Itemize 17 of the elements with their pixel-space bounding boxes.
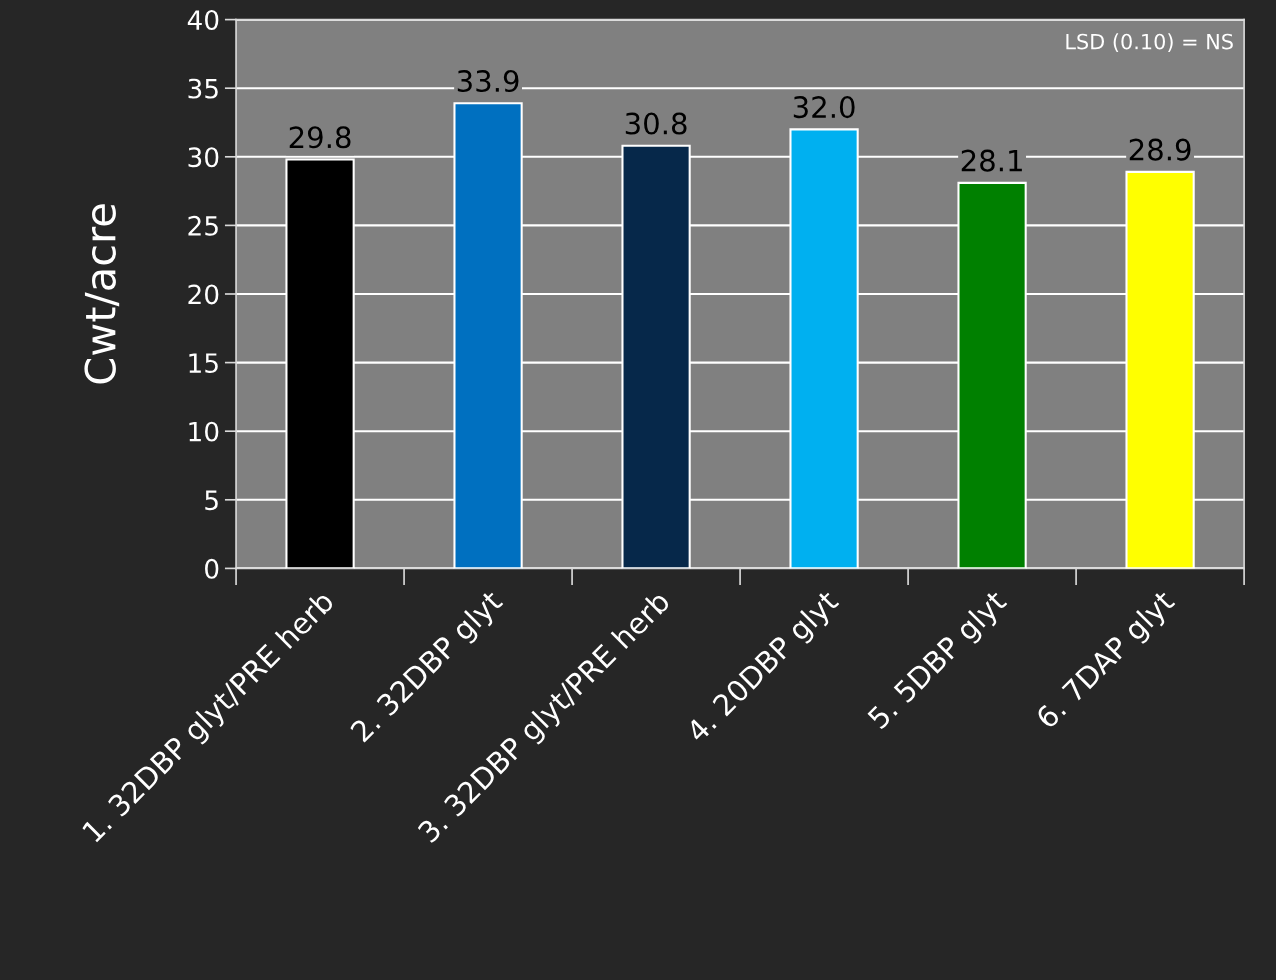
data-label: 28.1 [961,149,1022,172]
y-tick-label: 0 [205,558,219,579]
data-label: 28.9 [1129,138,1191,161]
y-axis-title: Cwt/acre [84,204,120,384]
y-tick-label: 10 [189,421,219,442]
data-label: 29.8 [289,126,351,149]
y-tick-label: 20 [188,284,219,305]
data-label: 30.8 [625,112,687,135]
y-tick-label: 15 [189,353,218,373]
y-tick-label: 25 [188,215,218,236]
annotation: LSD (0.10) = NS [1066,33,1233,52]
y-tick-label: 35 [188,78,218,99]
y-tick-label: 30 [188,147,219,168]
y-tick-label: 40 [187,10,219,30]
data-label: 33.9 [457,70,519,93]
data-label: 32.0 [793,96,855,119]
y-tick-label: 5 [205,490,218,511]
